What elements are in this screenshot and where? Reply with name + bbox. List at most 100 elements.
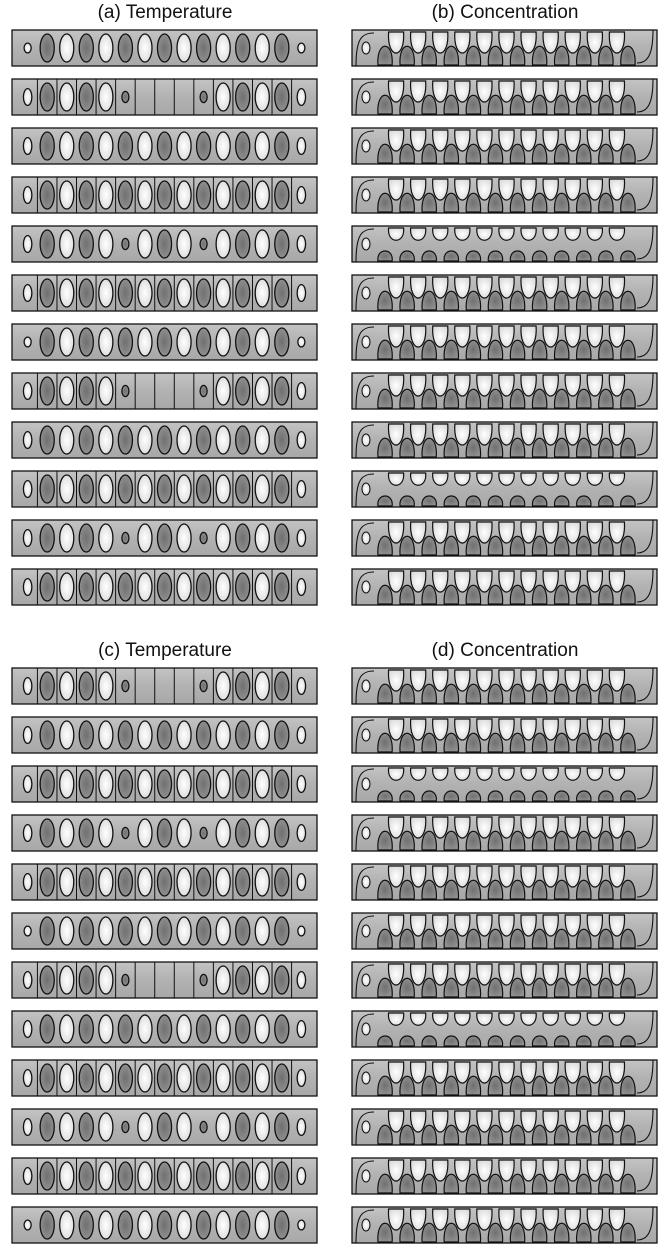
concentration-strip <box>351 29 658 67</box>
cell <box>117 769 134 799</box>
edge-contour <box>636 814 654 849</box>
cell <box>296 381 307 401</box>
dark-plume <box>598 495 614 507</box>
dark-plume <box>598 1124 614 1145</box>
dark-plume <box>377 339 393 360</box>
cell <box>176 278 192 308</box>
edge-contour <box>355 179 375 214</box>
cell <box>39 1112 55 1142</box>
dark-plume <box>620 683 636 704</box>
cell <box>274 720 290 750</box>
light-plume <box>498 80 515 103</box>
dark-plume <box>598 1075 614 1096</box>
light-plume <box>387 865 405 888</box>
cell <box>59 916 75 946</box>
cell <box>254 327 270 357</box>
cell <box>176 916 192 946</box>
light-plume <box>432 914 449 937</box>
dark-plume <box>465 290 482 311</box>
dark-plume <box>509 683 526 704</box>
cell <box>22 774 33 794</box>
light-plume <box>520 865 537 888</box>
cell <box>235 769 251 799</box>
dark-plume <box>465 928 482 949</box>
light-plume <box>387 521 405 544</box>
light-plume <box>498 767 515 781</box>
light-plume <box>454 1061 471 1084</box>
light-plume <box>520 1110 537 1133</box>
cell <box>22 528 33 548</box>
concentration-strip <box>351 667 658 705</box>
cell <box>78 180 94 210</box>
concentration-strip <box>351 323 658 361</box>
cell <box>215 1210 231 1240</box>
light-plume <box>520 570 537 593</box>
edge-contour <box>636 1010 654 1045</box>
light-plume <box>476 521 493 544</box>
dark-plume <box>421 830 437 851</box>
dark-plume <box>465 830 482 851</box>
dark-plume <box>421 790 437 802</box>
light-plume <box>476 816 493 839</box>
light-plume <box>476 1159 493 1182</box>
cell <box>78 720 94 750</box>
dark-plume <box>620 879 636 900</box>
cell <box>235 131 251 161</box>
strip-border <box>11 78 318 116</box>
cell <box>98 916 114 946</box>
light-plume <box>410 1110 427 1133</box>
dark-plume <box>598 683 614 704</box>
cell <box>156 474 173 504</box>
light-plume <box>542 1110 559 1133</box>
strip-border <box>351 127 658 165</box>
cell <box>78 769 94 799</box>
cell <box>117 572 134 602</box>
edge-cell <box>361 1022 371 1036</box>
cell <box>274 33 290 63</box>
cell <box>235 867 251 897</box>
temperature-strip <box>11 814 318 852</box>
light-plume <box>498 31 515 54</box>
cell <box>137 720 153 750</box>
dark-plume <box>377 192 393 213</box>
dark-plume <box>377 1124 393 1145</box>
dark-plume <box>487 437 504 458</box>
light-plume <box>498 1110 515 1133</box>
dark-plume <box>487 830 504 851</box>
panel-title: (c) Temperature <box>98 640 232 661</box>
light-plume <box>520 1061 537 1084</box>
cell <box>254 1063 270 1093</box>
temperature-strip <box>11 912 318 950</box>
cell <box>98 229 114 259</box>
cell <box>215 327 231 357</box>
edge-contour <box>636 323 654 358</box>
cell <box>254 474 270 504</box>
dark-plume <box>509 790 526 802</box>
light-plume <box>542 423 559 446</box>
strip-border <box>11 274 318 312</box>
light-plume <box>387 767 405 781</box>
cell <box>199 237 208 251</box>
dark-plume <box>487 584 504 605</box>
cell <box>22 1068 33 1088</box>
cell <box>254 867 270 897</box>
cell <box>195 916 212 946</box>
dark-plume <box>377 584 393 605</box>
cell <box>39 1063 55 1093</box>
light-plume <box>432 178 449 201</box>
cell <box>117 1063 134 1093</box>
strip-border <box>351 961 658 999</box>
dark-plume <box>576 1075 592 1096</box>
light-plume <box>476 1110 493 1133</box>
cell <box>98 867 114 897</box>
light-plume <box>542 1159 559 1182</box>
light-plume <box>564 914 581 937</box>
strip-border <box>351 225 658 263</box>
light-plume <box>586 865 603 888</box>
strip-bg <box>12 79 317 115</box>
edge-contour <box>355 817 375 852</box>
light-plume <box>564 178 581 201</box>
light-plume <box>410 963 427 986</box>
edge-contour <box>355 1111 375 1146</box>
light-plume <box>454 570 471 593</box>
